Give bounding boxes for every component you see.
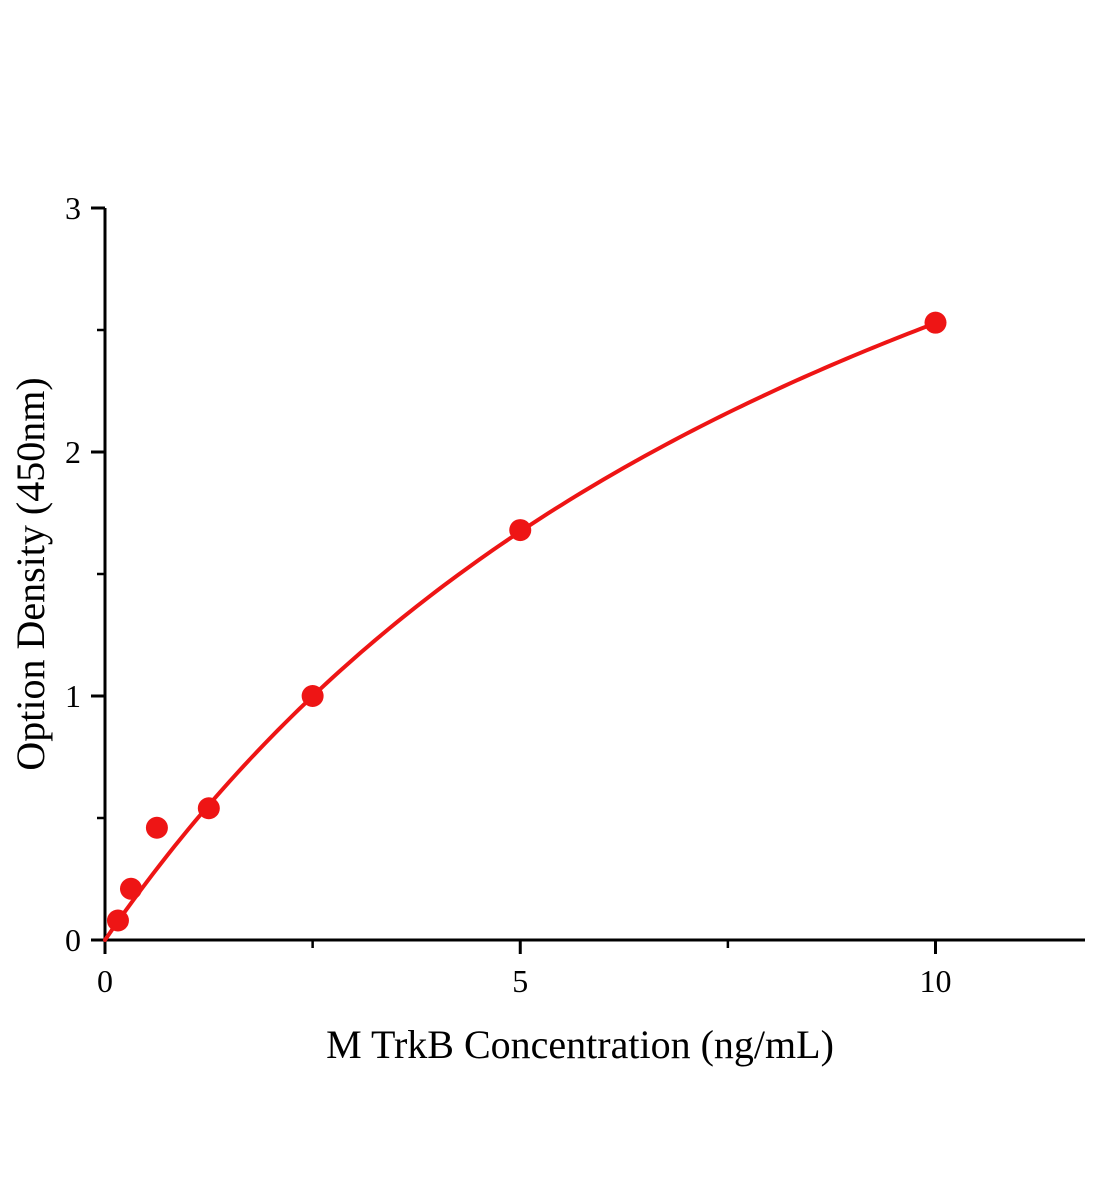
data-point <box>119 877 142 900</box>
data-point <box>197 797 220 820</box>
x-tick-label: 0 <box>97 963 113 999</box>
data-point <box>509 519 532 542</box>
y-tick-label: 1 <box>65 678 81 714</box>
data-point <box>106 909 129 932</box>
data-point <box>924 311 947 334</box>
y-tick-label: 2 <box>65 434 81 470</box>
x-axis-label: M TrkB Concentration (ng/mL) <box>326 1022 834 1067</box>
y-tick-label: 0 <box>65 922 81 958</box>
x-tick-label: 10 <box>920 963 952 999</box>
data-point <box>301 685 324 707</box>
y-tick-label: 3 <box>65 190 81 226</box>
x-tick-label: 5 <box>512 963 528 999</box>
fit-curve <box>103 321 938 942</box>
data-point <box>145 816 168 839</box>
y-axis-label: Option Density (450nm) <box>8 377 53 770</box>
